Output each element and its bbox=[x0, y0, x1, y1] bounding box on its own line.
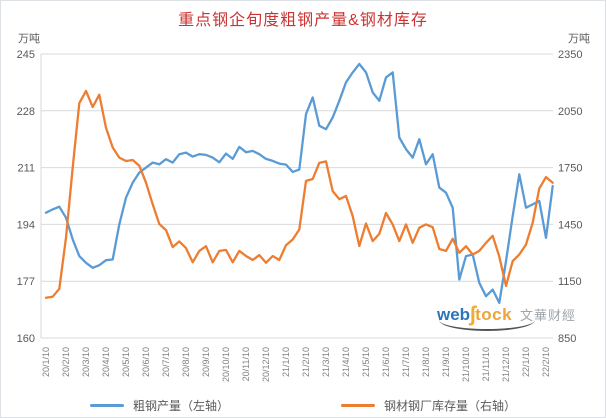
legend-line-swatch-orange bbox=[341, 404, 375, 407]
left-axis-tick-label: 177 bbox=[17, 276, 35, 288]
x-axis-tick-label: 21/4/10 bbox=[341, 347, 351, 377]
legend-item-steel-mill-inventory: 钢材钢厂库存量（右轴） bbox=[341, 397, 516, 414]
chart-title: 重点钢企旬度粗钢产量&钢材库存 bbox=[178, 12, 428, 29]
left-axis-unit-label: 万吨 bbox=[18, 33, 40, 45]
left-axis-tick-label: 228 bbox=[17, 106, 35, 118]
x-axis-tick-label: 20/1/10 bbox=[41, 347, 51, 377]
x-axis-tick-label: 21/11/10 bbox=[481, 347, 491, 381]
x-axis-tick-label: 21/9/10 bbox=[441, 347, 451, 377]
x-axis-tick-label: 20/11/10 bbox=[241, 347, 251, 381]
x-axis-tick-label: 21/1/10 bbox=[281, 347, 291, 377]
x-axis-tick-label: 21/5/10 bbox=[361, 347, 371, 377]
series-line-steel-inventory bbox=[44, 89, 554, 299]
x-axis-tick-label: 21/3/10 bbox=[321, 347, 331, 377]
x-axis-tick-label: 20/10/10 bbox=[221, 347, 231, 382]
legend-label: 钢材钢厂库存量（右轴） bbox=[384, 399, 517, 413]
x-axis-tick-label: 20/3/10 bbox=[81, 347, 91, 377]
x-axis-tick-label: 20/12/10 bbox=[261, 347, 271, 382]
right-axis-tick-label: 1750 bbox=[558, 163, 582, 175]
x-axis-tick-label: 22/1/10 bbox=[521, 347, 531, 377]
right-axis-tick-label: 2050 bbox=[558, 106, 582, 118]
left-axis-tick-label: 211 bbox=[17, 163, 35, 175]
left-axis-tick-label: 160 bbox=[17, 333, 35, 345]
x-axis-tick-label: 21/10/10 bbox=[461, 347, 471, 382]
x-axis-tick-label: 20/4/10 bbox=[101, 347, 111, 377]
x-axis-tick-label: 20/5/10 bbox=[121, 347, 131, 377]
x-axis-tick-label: 22/2/10 bbox=[541, 347, 551, 377]
right-axis-tick-label: 1150 bbox=[558, 276, 582, 288]
x-axis-tick-label: 21/7/10 bbox=[401, 347, 411, 377]
legend-label: 粗钢产量（左轴） bbox=[132, 399, 229, 413]
x-axis-tick-label: 20/2/10 bbox=[61, 347, 71, 377]
watermark-swoosh-icon: ʃ bbox=[469, 303, 477, 326]
x-axis-tick-label: 20/7/10 bbox=[161, 347, 171, 377]
x-axis-tick-label: 21/6/10 bbox=[381, 347, 391, 377]
legend-item-crude-steel-output: 粗钢产量（左轴） bbox=[89, 397, 229, 414]
chart-legend: 粗钢产量（左轴） 钢材钢厂库存量（右轴） bbox=[1, 397, 605, 414]
x-axis-tick-label: 20/6/10 bbox=[141, 347, 151, 377]
x-axis-tick-label: 21/12/10 bbox=[501, 347, 511, 382]
right-axis-tick-label: 1450 bbox=[558, 219, 582, 231]
watermark: web ʃ tock 文華财經 bbox=[437, 302, 599, 336]
legend-line-swatch-blue bbox=[89, 404, 124, 407]
right-axis-tick-label: 2350 bbox=[558, 49, 582, 61]
x-axis-tick-label: 20/8/10 bbox=[181, 347, 191, 377]
series-line-crude-steel-output bbox=[44, 62, 554, 305]
left-axis-tick-label: 194 bbox=[17, 219, 35, 231]
right-axis-unit-label: 万吨 bbox=[568, 33, 590, 45]
left-axis-tick-label: 245 bbox=[17, 49, 35, 61]
right-axis-tick-label: 850 bbox=[558, 333, 576, 345]
x-axis-tick-label: 21/8/10 bbox=[421, 347, 431, 377]
watermark-underline-swoosh bbox=[439, 320, 535, 331]
x-axis-tick-label: 21/2/10 bbox=[301, 347, 311, 377]
x-axis-tick-label: 20/9/10 bbox=[201, 347, 211, 377]
